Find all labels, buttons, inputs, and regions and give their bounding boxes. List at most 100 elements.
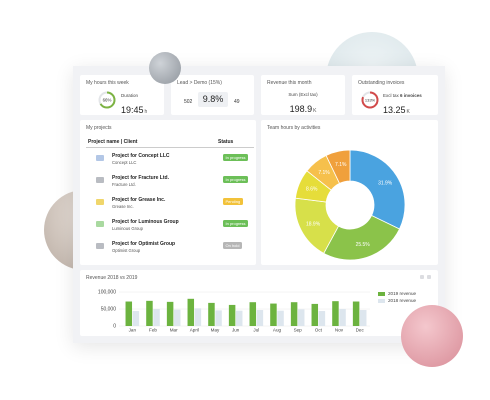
projects-title: My projects [86,125,112,131]
lead-demo-rate: 9.8% [198,92,228,107]
bar-2018[interactable] [153,309,160,326]
pie-slice-label: 31.9% [378,181,393,187]
bar-2018[interactable] [277,310,284,326]
bar-2018[interactable] [235,310,243,326]
bar-2019[interactable] [270,303,277,326]
x-tick-label: Dec [356,328,365,333]
expand-icon[interactable] [420,275,424,279]
bar-2019[interactable] [249,302,257,326]
bar-2018[interactable] [339,309,346,326]
bar-2018[interactable] [256,310,264,326]
pie-slice[interactable] [349,149,406,230]
revenue-bar-chart: 100,000 50,000 0 Jan Feb Mar April May Jun Jul Aug… [98,290,370,333]
bar-2018[interactable] [132,311,140,326]
project-client: Fracture Ltd. [112,182,136,187]
outstanding-value: 13.25 [383,105,406,115]
revenue-month-unit: K [313,108,317,114]
pie-slice-label: 18.9% [306,222,321,228]
x-tick-label: Feb [149,328,157,333]
outstanding-ring-value: 133% [365,98,376,103]
bar-2019[interactable] [311,303,319,326]
x-tick-label: Jul [253,328,259,333]
legend-2018-label[interactable]: 2018 revenue [388,298,417,303]
bar-2019[interactable] [228,304,236,326]
project-name[interactable]: Project for Fracture Ltd. [112,175,169,181]
bar-2019[interactable] [352,301,360,326]
project-name[interactable]: Project for Grease Inc. [112,197,166,203]
pie-slice[interactable] [323,214,401,261]
x-tick-label: Jun [232,328,240,333]
revenue-month-card[interactable]: Revenue this month Sum (Excl tax) 198.9K [261,75,345,115]
team-hours-donut-chart: 31.9% 25.5% 18.9% 8.6% 7.1% 7.1% [294,149,406,261]
decorative-circle-gray [149,52,181,84]
y-tick-label: 50,000 [101,307,117,313]
pie-slice[interactable] [325,149,351,184]
project-name[interactable]: Project for Concept LLC [112,153,170,159]
bar-2019[interactable] [187,298,195,326]
bar-2019[interactable] [166,301,174,326]
legend-2019-label[interactable]: 2019 revenue [388,291,417,296]
x-tick-label: Jan [129,328,137,333]
folder-icon [96,177,104,183]
hours-week-ring-value: 66% [103,98,112,103]
table-row[interactable]: Project for Concept LLC Concept LLC In pro… [86,150,254,172]
project-name[interactable]: Project for Luminous Group [112,219,179,225]
bar-2019[interactable] [332,301,339,326]
projects-table-header: Project name | Client Status [86,138,254,148]
lead-demo-card[interactable]: Lead > Demo (15%) 502 9.8% 49 [171,75,254,115]
outstanding-invoices-card[interactable]: Outstanding invoices 133% Excl tax 6 inv… [352,75,438,115]
x-tick-label: April [190,328,199,333]
pie-slice-label: 7.1% [335,162,347,168]
pie-slice-label: 7.1% [318,170,330,176]
bar-2018[interactable] [359,310,367,326]
hours-week-card[interactable]: My hours this week 66% Duration 19:45h [80,75,164,115]
y-tick-label: 0 [113,324,116,330]
revenue-month-value: 198.9 [289,104,313,114]
bar-2019[interactable] [208,302,215,326]
y-tick-label: 100,000 [98,290,116,296]
status-badge: In progress [223,176,249,183]
folder-icon [96,243,104,249]
bar-2018[interactable] [297,309,305,326]
pie-slice-label: 8.6% [306,187,318,193]
revenue-month-label: Sum (Excl tax) [288,92,318,97]
revenue-month-title: Revenue this month [267,80,312,86]
outstanding-unit: K [406,109,410,115]
table-row[interactable]: Project for Grease Inc. Grease Inc. Pendin… [86,194,254,216]
status-badge: In progress [223,220,249,227]
decorative-circle-pink [401,305,463,367]
outstanding-label-prefix: Excl tax [383,93,399,98]
bar-2018[interactable] [173,309,181,326]
x-tick-label: Sep [294,328,303,333]
status-badge: On hold [223,242,243,249]
folder-icon [96,199,104,205]
project-client: Grease Inc. [112,204,134,209]
dashboard-panel: My hours this week 66% Duration 19:45h L… [73,66,445,343]
team-hours-title: Team hours by activities [267,125,321,131]
bar-2018[interactable] [194,308,202,326]
revenue-year-card: Revenue 2018 vs 2019 100,000 50,000 0 Jan Fe… [80,270,438,336]
x-tick-label: Oct [315,328,323,333]
project-name[interactable]: Project for Optimist Group [112,241,176,247]
bar-2019[interactable] [125,301,133,326]
bar-2019[interactable] [146,300,153,326]
outstanding-title: Outstanding invoices [358,80,405,86]
col-project-name[interactable]: Project name | Client [88,139,138,145]
hours-week-ring: 66% [98,91,116,109]
x-tick-label: May [211,328,220,333]
x-tick-label: Nov [335,328,344,333]
col-status[interactable]: Status [218,139,234,145]
bar-2019[interactable] [290,302,298,326]
project-client: Concept LLC [112,160,137,165]
team-hours-card: Team hours by activities 31.9% 25.5% 18.9%… [261,120,438,265]
table-row[interactable]: Project for Fracture Ltd. Fracture Ltd. In… [86,172,254,194]
table-row[interactable]: Project for Luminous Group Luminous Group… [86,216,254,238]
demo-count: 49 [234,99,240,105]
folder-icon [96,221,104,227]
project-client: Optimist Group [112,248,141,253]
table-row[interactable]: Project for Optimist Group Optimist Group… [86,238,254,260]
bar-2018[interactable] [215,310,222,326]
bar-2018[interactable] [318,311,326,326]
menu-icon[interactable] [427,275,431,279]
